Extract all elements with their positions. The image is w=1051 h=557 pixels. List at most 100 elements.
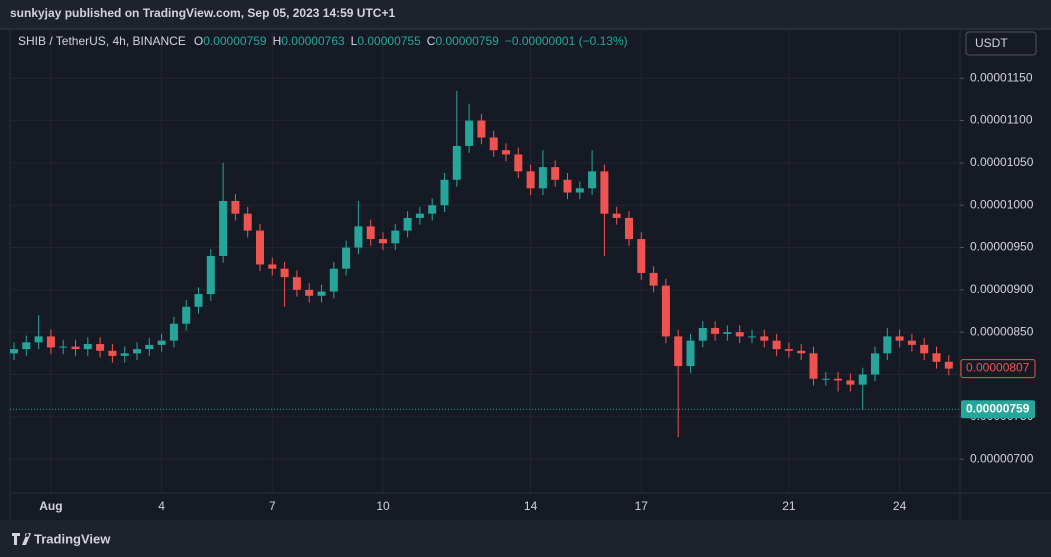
candle-body (182, 306, 191, 324)
candle-body (588, 171, 597, 189)
ohlc-value: 0.00000759 (203, 34, 267, 48)
candle-body (10, 349, 18, 354)
y-tick-label: 0.00000900 (970, 282, 1034, 296)
candle-body (526, 171, 535, 189)
candle-body (846, 380, 855, 385)
candle-body (858, 374, 867, 385)
y-tick-label: 0.00001150 (970, 70, 1033, 84)
candle-body (22, 342, 31, 350)
x-tick-label: 14 (524, 499, 538, 513)
price-tag-label: 0.00000759 (966, 401, 1030, 415)
candle-body (256, 230, 264, 265)
price-tag (961, 400, 1035, 419)
candle-body (231, 200, 240, 214)
plot (10, 30, 960, 493)
currency-button[interactable] (965, 31, 1037, 56)
candle-body (748, 336, 756, 338)
y-tick-label: 0.00001000 (970, 197, 1034, 211)
x-tick-label: 10 (376, 499, 390, 513)
candle-body (391, 230, 400, 244)
candle-body (920, 344, 929, 354)
candle-body (735, 332, 744, 337)
ohlc-key: O (194, 34, 203, 48)
candle-body (194, 294, 203, 307)
candle-body (809, 353, 818, 379)
divider (0, 28, 1051, 30)
x-tick-label: 7 (269, 499, 276, 513)
candle-body (661, 285, 670, 337)
candle-body (625, 217, 633, 240)
y-tick-label: 0.00001100 (970, 113, 1033, 127)
candle-body (305, 289, 314, 296)
currency-label[interactable]: USDT (975, 36, 1008, 50)
candle-body (563, 179, 572, 193)
ohlc-value: 0.00000759 (435, 34, 499, 48)
candle-body (465, 120, 474, 146)
y-tick-label: 0.00000950 (970, 240, 1034, 254)
candle-body (379, 239, 387, 244)
publisher: sunkyjay published on TradingView.com, S… (10, 6, 395, 20)
candle-body (59, 346, 68, 348)
candle-body (440, 179, 449, 206)
candle-body (821, 378, 830, 380)
candle-body (219, 200, 228, 256)
candle-body (538, 167, 547, 189)
candle-body (46, 336, 55, 348)
candle-body (268, 264, 277, 269)
candle-body (637, 239, 646, 273)
change: −0.00000001 (−0.13%) (505, 34, 628, 48)
brand: TradingView (34, 531, 111, 546)
candle-body (342, 247, 351, 269)
candle-body (649, 272, 658, 286)
candle-body (600, 171, 609, 214)
x-tick-label: 17 (635, 499, 649, 513)
x-tick-label: Aug (39, 499, 62, 513)
x-tick-label: 24 (893, 499, 907, 513)
candle-body (169, 323, 178, 341)
top-bar (0, 0, 1051, 28)
candle-body (133, 349, 141, 354)
price-tag (960, 359, 1036, 379)
ohlc-key: H (273, 34, 282, 48)
candle-body (428, 205, 437, 214)
candle-body (71, 346, 80, 350)
x-tick-label: 4 (158, 499, 165, 513)
ohlc-key: C (427, 34, 436, 48)
candle-body (944, 361, 953, 369)
candle-body (403, 217, 412, 231)
candle-body (292, 277, 301, 290)
candle-body (96, 344, 105, 351)
candle-body (34, 336, 43, 343)
candle-body (477, 120, 486, 138)
legend: SHIB / TetherUS, 4h, BINANCE O 0.00000759 H… (18, 34, 628, 48)
candle-body (711, 327, 720, 334)
x-tick-label: 21 (782, 499, 796, 513)
candle-body (452, 145, 461, 180)
candle-body (871, 353, 879, 375)
candle-body (317, 291, 326, 296)
candle-body (243, 213, 252, 231)
candle-body (415, 213, 424, 218)
price-tag-label: 0.00000807 (966, 361, 1030, 375)
candle-body (772, 340, 781, 350)
candle-body (797, 350, 806, 354)
candle-body (551, 167, 560, 180)
candle-body (612, 213, 621, 218)
y-tick-label: 0.00000850 (970, 324, 1034, 338)
ohlc-value: 0.00000763 (281, 34, 345, 48)
candle-body (280, 268, 289, 278)
candle-body (329, 268, 338, 292)
symbol-title: SHIB / TetherUS, 4h, BINANCE (18, 34, 186, 48)
candle-body (157, 340, 166, 345)
candle-body (489, 137, 498, 151)
logo (12, 533, 31, 545)
candle-body (883, 336, 892, 354)
candle-body (514, 154, 523, 172)
candle-body (698, 327, 707, 341)
candle-body (206, 255, 215, 295)
footer (0, 520, 1051, 557)
candle-body (784, 349, 793, 351)
candle-body (723, 332, 732, 334)
